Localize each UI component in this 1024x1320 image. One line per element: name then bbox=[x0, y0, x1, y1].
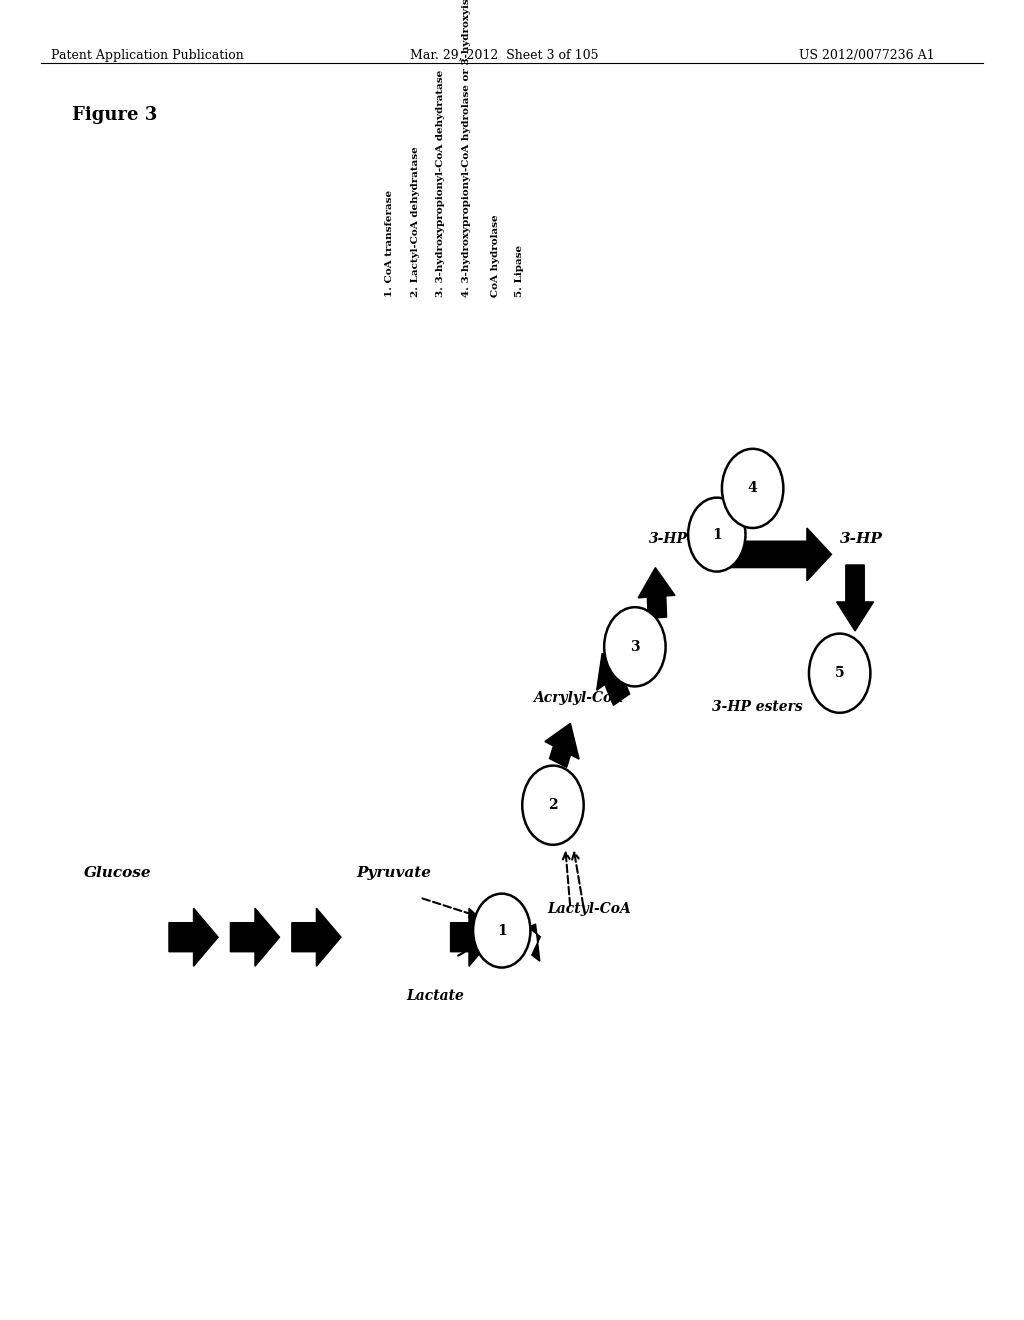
Text: Glucose: Glucose bbox=[84, 866, 152, 880]
Text: Lactate: Lactate bbox=[407, 989, 464, 1003]
Text: Patent Application Publication: Patent Application Publication bbox=[51, 49, 244, 62]
Text: 3. 3-hydroxypropionyl-CoA dehydratase: 3. 3-hydroxypropionyl-CoA dehydratase bbox=[436, 70, 445, 297]
Circle shape bbox=[809, 634, 870, 713]
FancyArrow shape bbox=[451, 908, 494, 966]
Text: 3-HP: 3-HP bbox=[840, 532, 883, 546]
FancyArrow shape bbox=[638, 568, 675, 618]
Circle shape bbox=[604, 607, 666, 686]
Text: Pyruvate: Pyruvate bbox=[356, 866, 432, 880]
Text: 1: 1 bbox=[712, 528, 722, 541]
FancyArrow shape bbox=[169, 908, 218, 966]
Text: Mar. 29, 2012  Sheet 3 of 105: Mar. 29, 2012 Sheet 3 of 105 bbox=[410, 49, 598, 62]
FancyArrow shape bbox=[837, 565, 873, 631]
FancyArrow shape bbox=[725, 528, 831, 581]
Text: 1: 1 bbox=[497, 924, 507, 937]
Text: 4: 4 bbox=[748, 482, 758, 495]
FancyArrow shape bbox=[508, 924, 541, 961]
Circle shape bbox=[722, 449, 783, 528]
FancyArrow shape bbox=[292, 908, 341, 966]
Text: 3: 3 bbox=[630, 640, 640, 653]
Text: Figure 3: Figure 3 bbox=[72, 106, 157, 124]
Text: 2: 2 bbox=[548, 799, 558, 812]
Circle shape bbox=[522, 766, 584, 845]
FancyArrow shape bbox=[597, 653, 630, 705]
Text: CoA hydrolase: CoA hydrolase bbox=[490, 214, 500, 297]
Circle shape bbox=[688, 498, 745, 572]
FancyArrow shape bbox=[230, 908, 280, 966]
Text: 3-HP esters: 3-HP esters bbox=[713, 700, 803, 714]
Text: 2. Lactyl-CoA dehydratase: 2. Lactyl-CoA dehydratase bbox=[411, 147, 420, 297]
Text: 5: 5 bbox=[835, 667, 845, 680]
Text: US 2012/0077236 A1: US 2012/0077236 A1 bbox=[799, 49, 934, 62]
Circle shape bbox=[473, 894, 530, 968]
Text: 1. CoA transferase: 1. CoA transferase bbox=[385, 190, 394, 297]
Text: 5. Lipase: 5. Lipase bbox=[515, 246, 524, 297]
Text: 4. 3-hydroxypropionyl-CoA hydrolase or 3-hydroxyisobutyryl-: 4. 3-hydroxypropionyl-CoA hydrolase or 3… bbox=[462, 0, 471, 297]
Text: 3-HP-CoA: 3-HP-CoA bbox=[648, 532, 724, 546]
FancyArrow shape bbox=[545, 723, 580, 767]
Text: Lactyl-CoA: Lactyl-CoA bbox=[547, 902, 631, 916]
Text: Acrylyl-CoA: Acrylyl-CoA bbox=[534, 690, 624, 705]
